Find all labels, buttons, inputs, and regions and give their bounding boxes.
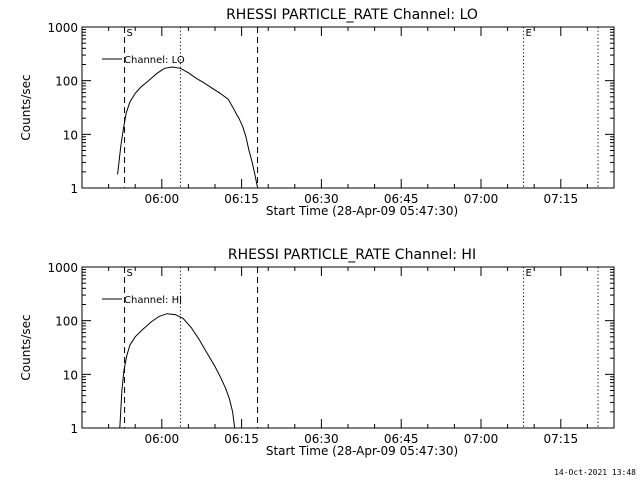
panel-1-data-point	[248, 150, 250, 151]
panel-1-data-point	[242, 126, 243, 127]
panel-1-x-axis-label: Start Time (28-Apr-09 05:47:30)	[266, 204, 458, 218]
panel-1-y-tick-label: 1000	[47, 21, 78, 35]
panel-1-data-point	[117, 174, 118, 175]
panel-2-data-point	[158, 316, 160, 317]
panel-2-data-point	[190, 327, 192, 328]
panel-2-data-point	[232, 411, 233, 413]
panel-2-data-point	[129, 344, 131, 346]
panel-1-y-tick-label: 10	[63, 128, 78, 142]
panel-1-data-point	[140, 87, 141, 88]
panel-1-data-point	[251, 162, 253, 163]
panel-1-y-tick-label: 1	[70, 182, 78, 196]
panel-1-data-point	[188, 72, 189, 74]
panel-2-data-point	[119, 427, 121, 429]
panel-1-x-tick-label: 06:30	[304, 192, 339, 206]
panel-1-plot-frame	[81, 26, 615, 189]
panel-1-series-line-1	[117, 66, 259, 189]
panel-1-data-point	[220, 93, 221, 94]
panel-1-x-tick-label: 06:45	[384, 192, 419, 206]
panel-1-data-point	[257, 187, 258, 189]
panel-2-marker-label: E	[526, 268, 532, 279]
panel-2-x-tick-label: 06:00	[145, 432, 180, 446]
panel-1-marker-label: E	[526, 28, 532, 39]
panel-1-data-point	[129, 101, 131, 103]
panel-2-data-point	[214, 366, 216, 367]
panel-2-y-axis-label: Counts/sec	[19, 314, 33, 380]
panel-2-data-point	[220, 376, 221, 378]
panel-1-data-point	[134, 93, 136, 94]
panel-2-data-point	[150, 321, 152, 323]
panel-1-x-tick-label: 07:00	[464, 192, 499, 206]
panel-2-legend-label: Channel: HI	[124, 295, 182, 306]
panel-1-x-tick-label: 06:00	[145, 192, 180, 206]
panel-2-x-tick-label: 06:45	[384, 432, 419, 446]
panel-1-data-point	[245, 136, 247, 138]
panel-1-data-point	[180, 67, 181, 69]
panel-2-y-tick-label: 100	[55, 315, 78, 329]
panel-1-data-point	[212, 88, 213, 89]
panel-1-data-point	[164, 67, 165, 69]
panel-1-data-point	[120, 145, 122, 147]
panel-1-data-point	[238, 117, 240, 119]
panel-2-data-point	[134, 336, 136, 338]
panel-2-x-tick-label: 06:15	[224, 432, 259, 446]
panel-1-marker-label: S	[127, 28, 133, 39]
panel-2-data-point	[166, 313, 168, 314]
panel-1-data-point	[235, 113, 237, 115]
panel-1-data-point	[156, 73, 157, 74]
panel-2-data-point	[229, 398, 230, 400]
panel-2-y-tick-label: 1000	[47, 261, 78, 275]
panel-1-data-point	[228, 98, 229, 100]
panel-1-x-tick-label: 07:15	[544, 192, 579, 206]
panel-2-y-tick-label: 10	[63, 368, 78, 382]
panel-2-data-point	[182, 318, 184, 319]
plot-timestamp: 14-Oct-2021 13:48	[554, 468, 636, 477]
panel-2-data-point	[174, 314, 176, 315]
panel-2-x-axis-label: Start Time (28-Apr-09 05:47:30)	[266, 444, 458, 458]
panel-1-data-point	[196, 78, 197, 79]
panel-2-plot-frame	[81, 266, 615, 429]
panel-2-data-point	[121, 390, 123, 391]
panel-2-data-point	[206, 352, 208, 354]
panel-2-data-point	[234, 427, 235, 429]
panel-1-data-point	[255, 176, 256, 178]
panel-2-data-point	[123, 369, 125, 371]
panel-1-data-point	[123, 127, 124, 129]
panel-2-y-tick-label: 1	[70, 422, 78, 436]
panel-1-data-point	[148, 80, 149, 81]
panel-2-marker-label: S	[127, 268, 133, 279]
panel-2-x-tick-label: 07:15	[544, 432, 579, 446]
panel-1-chart-title: RHESSI PARTICLE_RATE Channel: LO	[226, 7, 478, 23]
panel-2-x-tick-label: 07:00	[464, 432, 499, 446]
panel-2-series-line-1	[119, 313, 236, 429]
panel-1-data-point	[172, 66, 173, 68]
panel-1-y-axis-label: Counts/sec	[19, 74, 33, 140]
panel-2-chart-title: RHESSI PARTICLE_RATE Channel: HI	[228, 247, 476, 263]
panel-1-y-tick-label: 100	[55, 75, 78, 89]
panel-2-data-point	[225, 387, 226, 389]
panel-2-x-tick-label: 06:30	[304, 432, 339, 446]
panel-1-data-point	[233, 108, 234, 110]
panel-1-data-point	[125, 112, 127, 114]
panel-1-x-tick-label: 06:15	[224, 192, 259, 206]
panel-1-data-point	[204, 82, 205, 84]
panel-2-data-point	[198, 338, 200, 340]
panel-2-data-point	[142, 328, 144, 330]
panel-2-data-point	[126, 355, 127, 357]
panel-1-legend-label: Channel: LO	[124, 55, 185, 66]
